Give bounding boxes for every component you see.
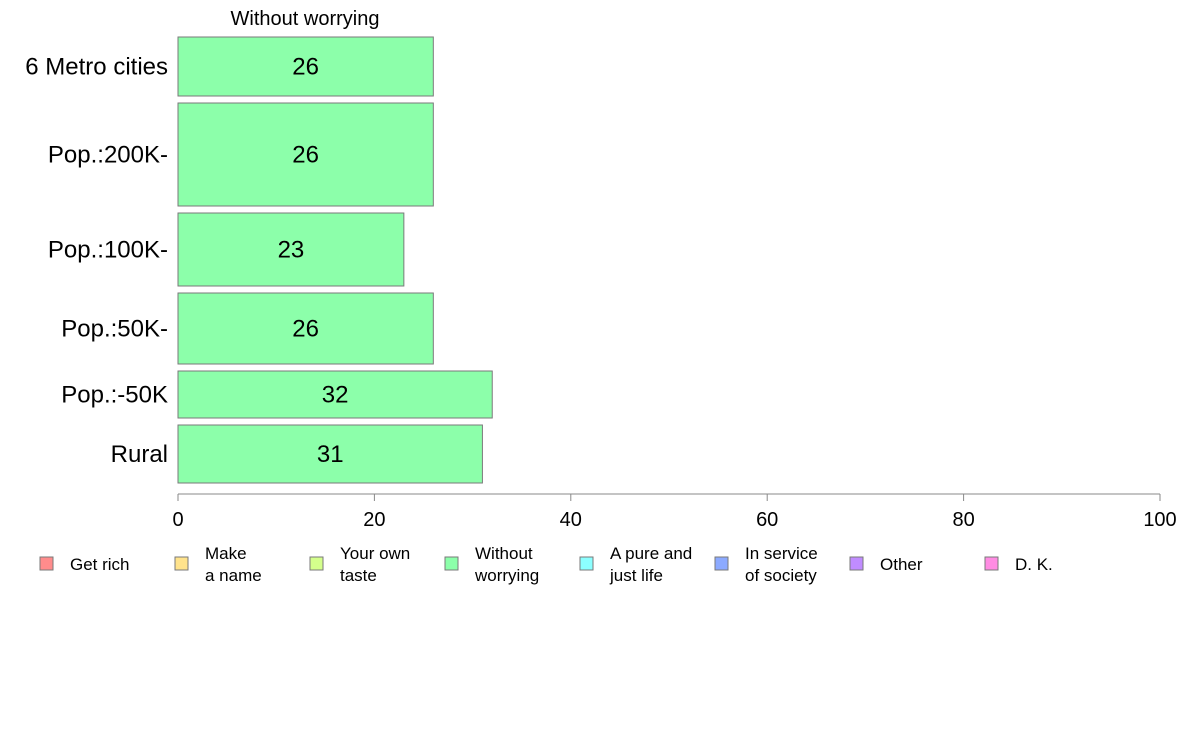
category-label: Pop.:50K- [61, 316, 168, 343]
legend-swatch [444, 556, 459, 571]
legend-label: Make a name [205, 544, 262, 585]
legend-label: A pure and just life [609, 544, 692, 585]
x-tick-label: 60 [756, 509, 778, 531]
legend-swatch [39, 556, 54, 571]
category-label: Pop.:-50K [61, 382, 168, 409]
category-label: Pop.:200K- [48, 142, 168, 169]
bar-value-label: 26 [292, 316, 319, 343]
legend-label: D. K. [1015, 555, 1053, 574]
x-tick-label: 20 [363, 509, 385, 531]
bar [177, 36, 434, 97]
x-tick-label: 40 [560, 509, 582, 531]
bar [177, 212, 405, 287]
category-label: Pop.:100K- [48, 237, 168, 264]
legend-swatch [984, 556, 999, 571]
legend-swatch [579, 556, 594, 571]
bar-value-label: 23 [278, 237, 305, 264]
category-label: Rural [111, 441, 168, 468]
legend-label: Other [880, 555, 923, 574]
x-tick-label: 100 [1143, 509, 1176, 531]
bar-value-label: 26 [292, 54, 319, 81]
bar-value-label: 32 [322, 382, 349, 409]
legend-swatch [174, 556, 189, 571]
bar [177, 424, 483, 484]
chart-title: Without worrying [231, 8, 380, 30]
bar [177, 370, 493, 419]
legend-label: Without worrying [474, 544, 539, 585]
legend-label: In service of society [745, 544, 818, 585]
category-label: 6 Metro cities [25, 54, 168, 81]
bars-group: 6 Metro cities 26 Pop.:200K- 26 Pop.:100K- 23… [25, 36, 493, 484]
bar [177, 102, 434, 207]
bar [177, 292, 434, 365]
x-axis: 0 20 40 60 80 100 [172, 493, 1177, 531]
bar-value-label: 31 [317, 441, 344, 468]
legend: Get rich Make a name Your own taste Without wo… [39, 544, 1053, 585]
x-tick-label: 80 [952, 509, 974, 531]
bar-value-label: 26 [292, 142, 319, 169]
legend-label: Your own taste [340, 544, 410, 585]
legend-swatch [849, 556, 864, 571]
x-tick-label: 0 [172, 509, 183, 531]
legend-swatch [309, 556, 324, 571]
legend-swatch [714, 556, 729, 571]
legend-label: Get rich [70, 555, 130, 574]
